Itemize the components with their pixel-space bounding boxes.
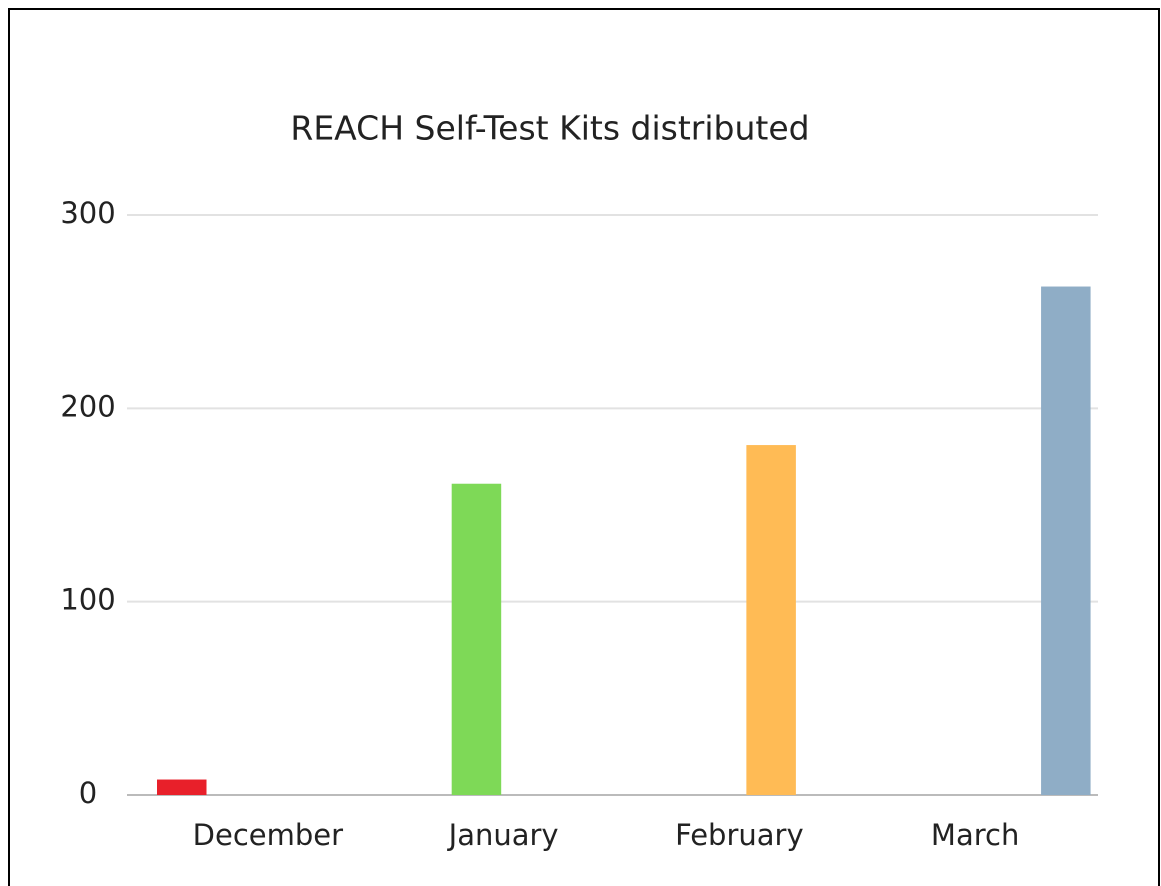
frame (8, 8, 1160, 886)
x-tick-label: February (675, 818, 804, 852)
x-tick-label: December (193, 818, 343, 852)
y-tick-label: 300 (60, 196, 115, 230)
y-tick-label: 0 (79, 776, 97, 810)
bar (746, 445, 796, 795)
chart-title: REACH Self-Test Kits distributed (290, 109, 809, 148)
bar (1041, 286, 1091, 795)
bar (157, 779, 207, 795)
y-tick-label: 200 (60, 389, 115, 423)
y-tick-label: 100 (60, 583, 115, 617)
x-tick-label: January (447, 818, 559, 852)
bar (451, 483, 502, 795)
x-tick-label: March (931, 818, 1019, 852)
